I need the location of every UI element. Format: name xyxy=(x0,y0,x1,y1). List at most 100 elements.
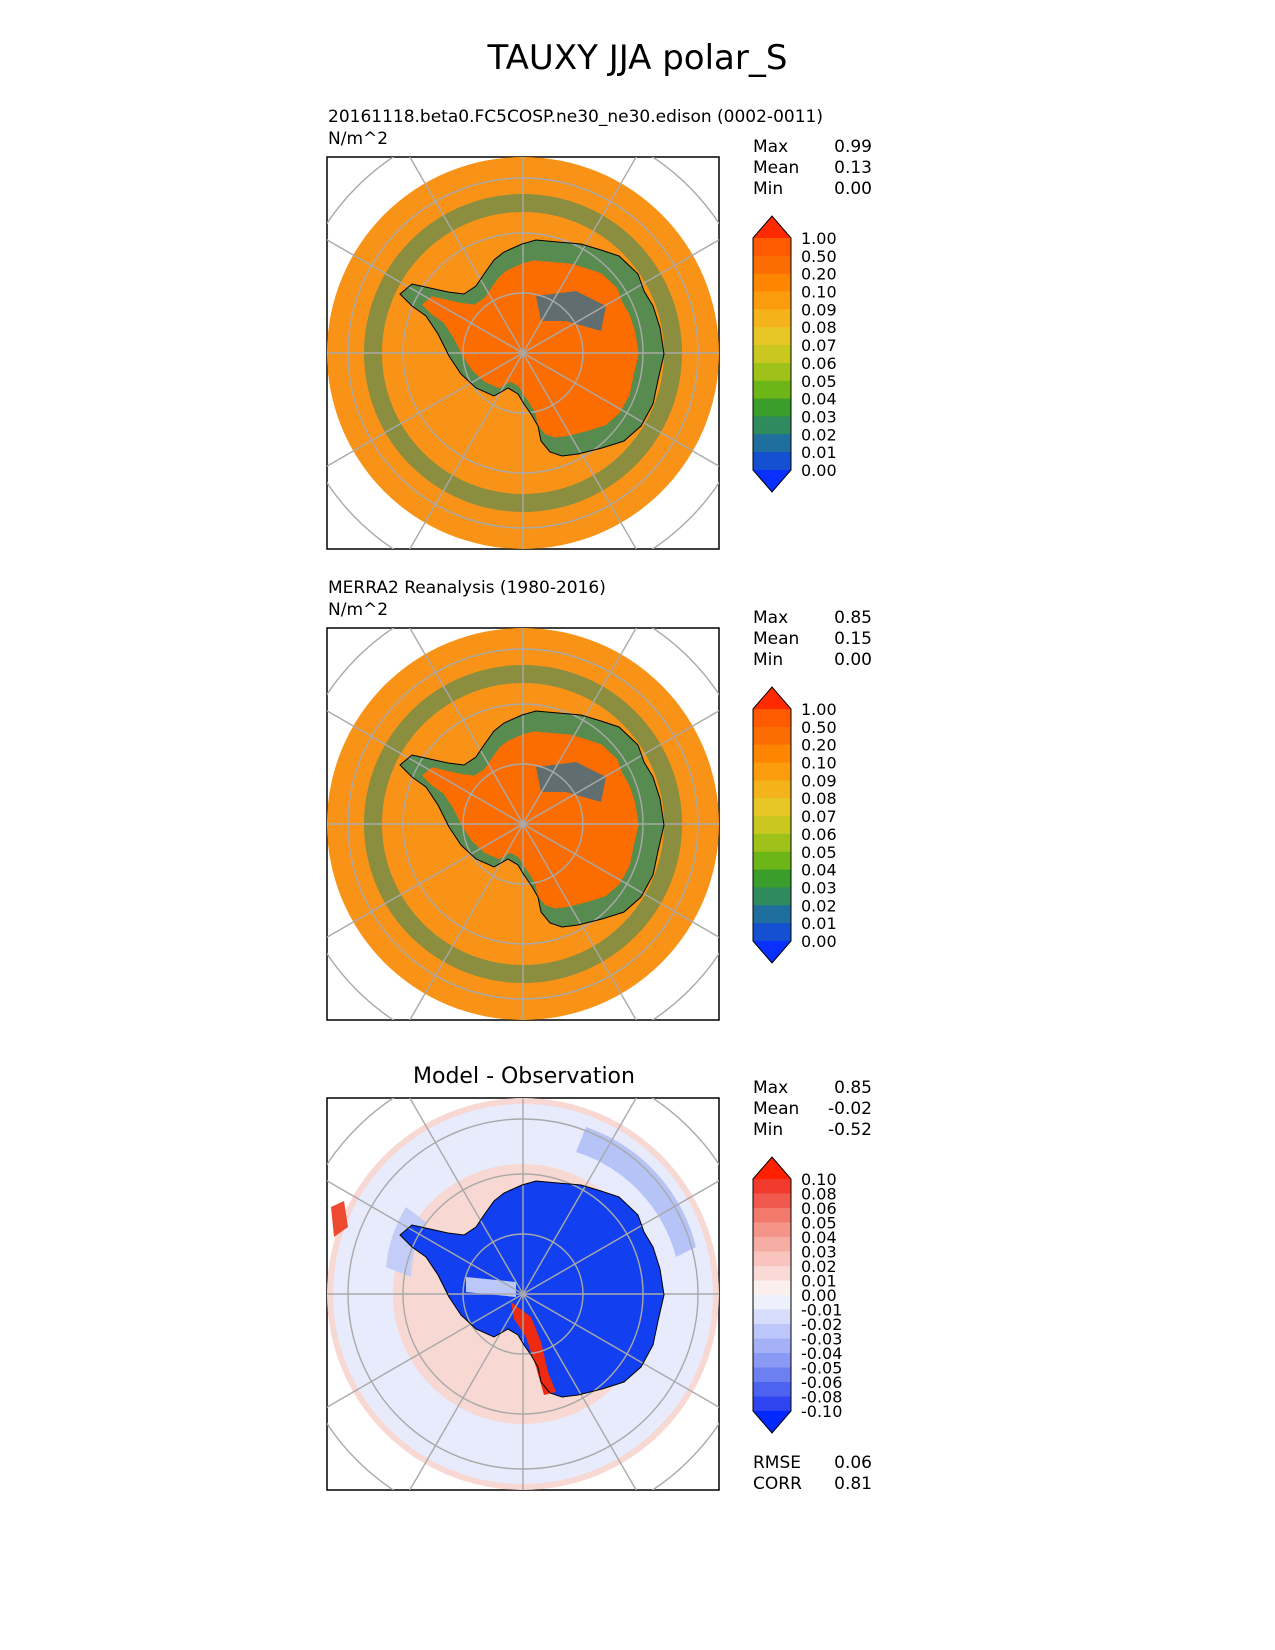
colorbar-extend-min xyxy=(753,1411,791,1433)
panel1-max-value: 0.99 xyxy=(834,137,872,157)
colorbar-tick-label: 0.04 xyxy=(801,861,837,880)
panel2-min-value: 0.00 xyxy=(834,650,872,670)
colorbar-tick-label: 0.50 xyxy=(801,247,837,266)
colorbar-tick-label: 0.05 xyxy=(801,843,837,862)
graticule-meridian xyxy=(409,1098,524,1295)
colorbar-swatch xyxy=(753,1353,791,1368)
colorbar-tick-label: 0.00 xyxy=(801,1286,837,1305)
panel3-mean-label: Mean xyxy=(753,1099,800,1119)
colorbar-tick-label: -0.10 xyxy=(801,1402,842,1421)
colorbar-tick-label: 0.06 xyxy=(801,825,837,844)
panel2-units: N/m^2 xyxy=(328,600,389,620)
colorbar-tick-label: -0.03 xyxy=(801,1330,842,1349)
colorbar-tick-label: 0.04 xyxy=(801,390,837,409)
colorbar-tick-label: 0.00 xyxy=(801,932,837,951)
graticule-meridian xyxy=(409,157,524,354)
panel1-units: N/m^2 xyxy=(328,129,389,149)
colorbar-extend-max xyxy=(753,687,791,709)
graticule-meridian xyxy=(409,352,524,549)
colorbar-extend-max xyxy=(753,216,791,238)
negative-anomaly-ne xyxy=(576,1127,696,1257)
colorbar-tick-label: -0.02 xyxy=(801,1315,842,1334)
colorbar-swatch xyxy=(753,309,791,328)
colorbar-swatch xyxy=(753,1193,791,1209)
map-panel-test xyxy=(326,156,720,550)
colorbar-tick-label: -0.08 xyxy=(801,1388,842,1407)
graticule-meridian xyxy=(327,823,524,938)
graticule-meridian xyxy=(522,352,637,549)
colorbar-tick-label: 0.00 xyxy=(801,461,837,480)
panel2-max-label: Max xyxy=(753,608,789,628)
graticule-meridian xyxy=(522,1293,719,1408)
colorbar-tick-label: 0.05 xyxy=(801,1214,837,1233)
colorbar-swatch xyxy=(753,398,791,417)
colorbar-swatch xyxy=(753,452,791,471)
graticule-meridian xyxy=(327,1180,524,1295)
colorbar-swatch xyxy=(753,1396,791,1412)
coastline xyxy=(399,239,665,457)
colorbar-swatch xyxy=(753,744,791,764)
graticule-meridian xyxy=(327,352,524,467)
graticule-meridian xyxy=(522,628,637,825)
colorbar-tick-label: 0.03 xyxy=(801,1243,837,1262)
colorbar-tick-label: 0.06 xyxy=(801,1199,837,1218)
colorbar-tick-label: 0.20 xyxy=(801,736,837,755)
graticule-meridian xyxy=(522,823,719,938)
colorbar-swatch xyxy=(753,273,791,293)
coastline xyxy=(399,1180,665,1398)
colorbar-tick-label: 1.00 xyxy=(801,700,837,719)
colorbar-tick-label: 0.09 xyxy=(801,771,837,790)
panel2-min-label: Min xyxy=(753,650,784,670)
colorbar-swatch xyxy=(753,780,791,799)
colorbar-swatch xyxy=(753,923,791,942)
colorbar-tick-label: 0.01 xyxy=(801,914,837,933)
map-panel-difference xyxy=(326,1097,720,1491)
colorbar-tick-label: 0.03 xyxy=(801,878,837,897)
graticule-meridian xyxy=(409,628,524,825)
panel3-rmse-value: 0.06 xyxy=(834,1453,872,1473)
panel1-min-value: 0.00 xyxy=(834,179,872,199)
colorbar-swatch xyxy=(753,1367,791,1383)
graticule-meridian xyxy=(327,710,524,825)
colorbar-swatch xyxy=(753,1338,791,1354)
coastline xyxy=(399,710,665,928)
panel3-corr-value: 0.81 xyxy=(834,1474,872,1494)
panel2-subtitle: MERRA2 Reanalysis (1980-2016) xyxy=(328,578,606,598)
colorbar-extend-min xyxy=(753,941,791,963)
colorbar-tick-label: 0.09 xyxy=(801,300,837,319)
colorbar-swatch xyxy=(753,1382,791,1397)
colorbar-outline xyxy=(752,215,792,493)
graticule-meridian xyxy=(522,157,637,354)
colorbar-swatch xyxy=(753,1266,791,1281)
panel1-subtitle: 20161118.beta0.FC5COSP.ne30_ne30.edison … xyxy=(328,107,823,127)
panel2-max-value: 0.85 xyxy=(834,608,872,628)
colorbar-tick-label: 0.04 xyxy=(801,1228,837,1247)
colorbar-tick-label: 0.20 xyxy=(801,265,837,284)
colorbar-difference: 0.100.080.060.050.040.030.020.010.00-0.0… xyxy=(752,1156,842,1434)
colorbar-swatch xyxy=(753,816,791,835)
colorbar-swatch xyxy=(753,1179,791,1194)
colorbar-swatch xyxy=(753,1309,791,1325)
colorbar-outline xyxy=(752,686,792,964)
graticule-meridian xyxy=(327,239,524,354)
graticule-meridian xyxy=(522,1180,719,1295)
colorbar-swatch xyxy=(753,887,791,906)
colorbar-swatch xyxy=(753,726,791,746)
colorbar-swatch xyxy=(753,291,791,310)
colorbar-tick-label: 0.01 xyxy=(801,1272,837,1291)
graticule-meridian xyxy=(409,823,524,1020)
panel3-corr-label: CORR xyxy=(753,1474,802,1494)
colorbar-tick-label: 0.10 xyxy=(801,754,837,773)
colorbar-tick-label: 0.08 xyxy=(801,318,837,337)
negative-anomaly-w xyxy=(386,1207,426,1277)
colorbar-tick-label: 1.00 xyxy=(801,229,837,248)
colorbar-tick-label: 0.02 xyxy=(801,896,837,915)
colorbar-extend-min xyxy=(753,470,791,492)
colorbar-tick-label: -0.05 xyxy=(801,1359,842,1378)
panel3-rmse-label: RMSE xyxy=(753,1453,802,1473)
graticule-meridian xyxy=(522,710,719,825)
map-panel-reference xyxy=(326,627,720,1021)
colorbar-swatch xyxy=(753,238,791,257)
panel1-mean-value: 0.13 xyxy=(834,158,872,178)
colorbar-tick-label: 0.05 xyxy=(801,372,837,391)
